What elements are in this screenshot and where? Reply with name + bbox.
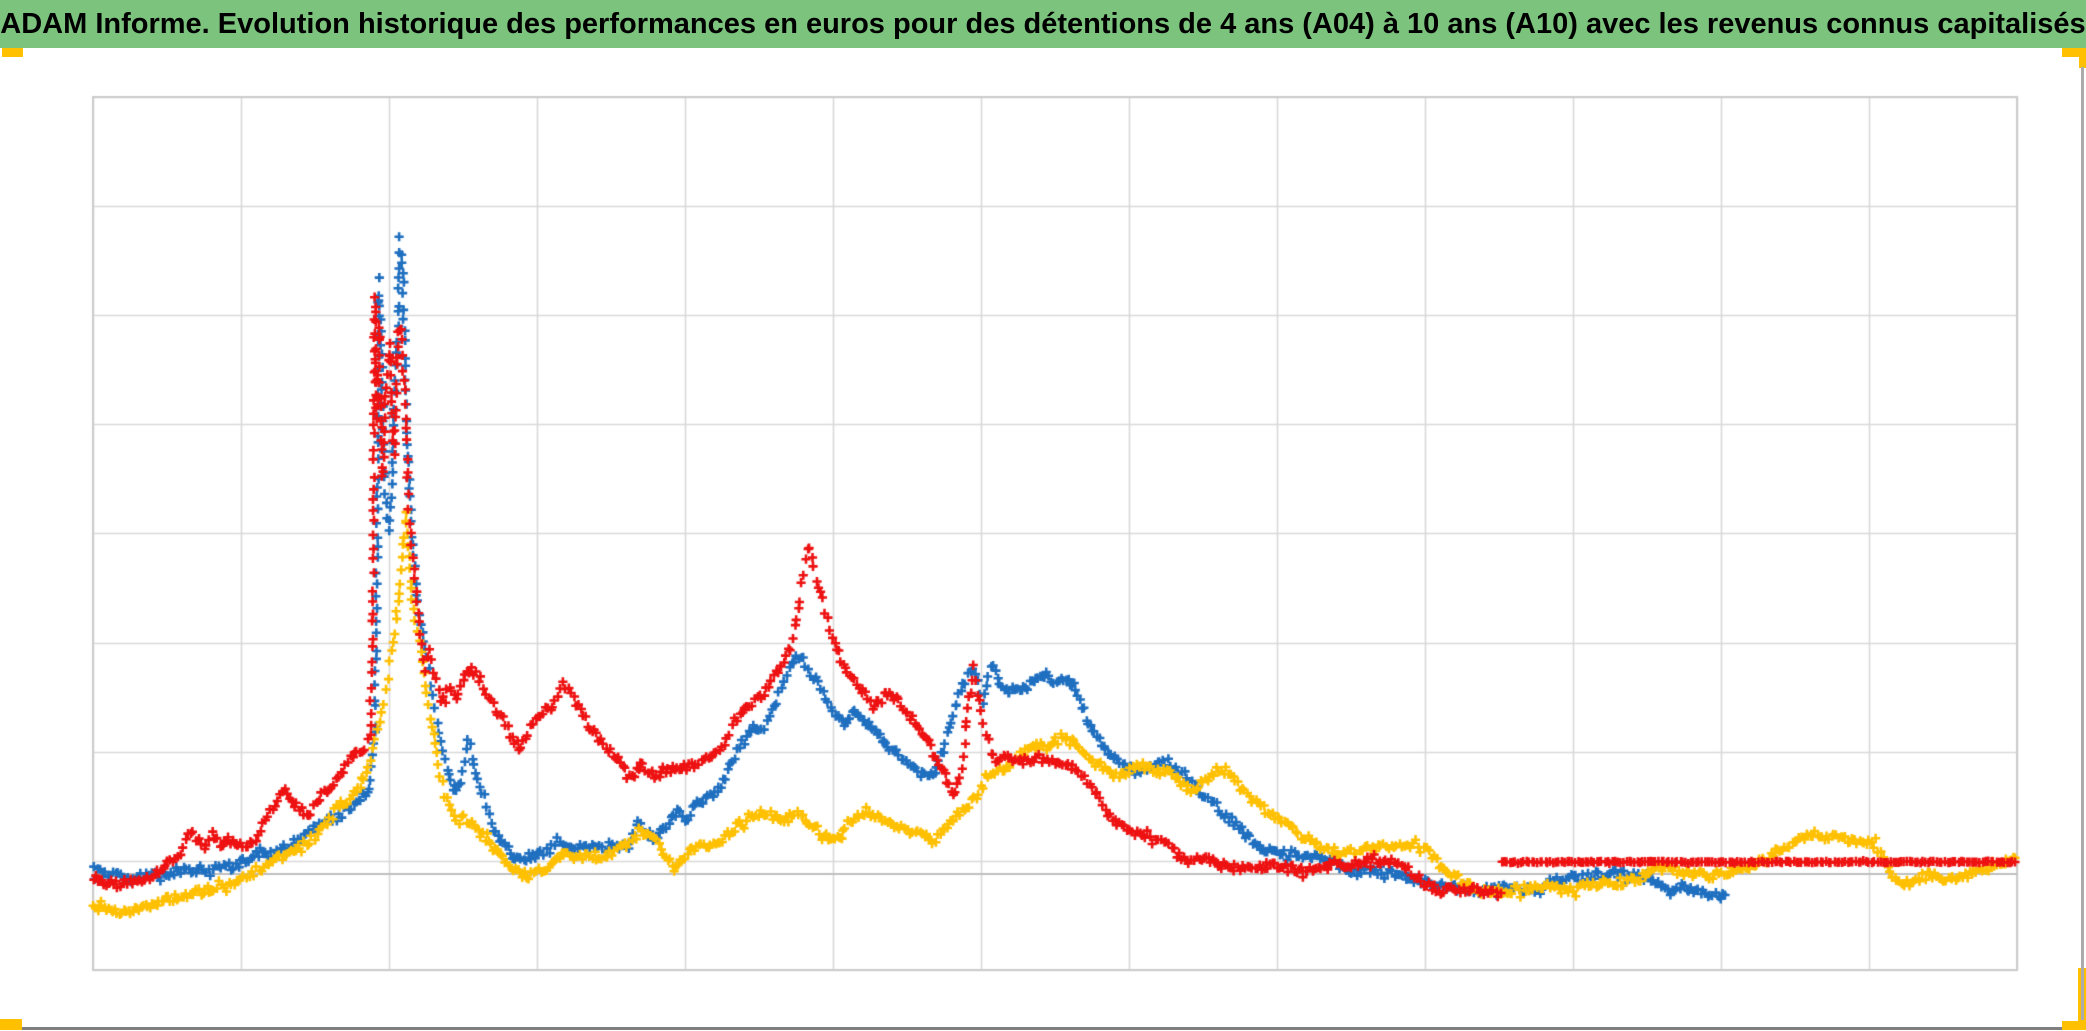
gold-corner-mark-bottom-right-h — [2062, 1021, 2086, 1030]
gold-corner-mark-bottom-left — [0, 1019, 22, 1030]
window-edge-right — [2081, 67, 2084, 1020]
title-bar: ADAM Informe. Evolution historique des p… — [0, 0, 2086, 48]
gold-corner-mark-top-left — [2, 48, 23, 57]
gold-corner-mark-top-right-h — [2062, 48, 2086, 57]
page-title: ADAM Informe. Evolution historique des p… — [0, 7, 2086, 40]
gold-corner-mark-top-right-v — [2079, 48, 2086, 68]
window-edge-bottom — [22, 1027, 2062, 1030]
